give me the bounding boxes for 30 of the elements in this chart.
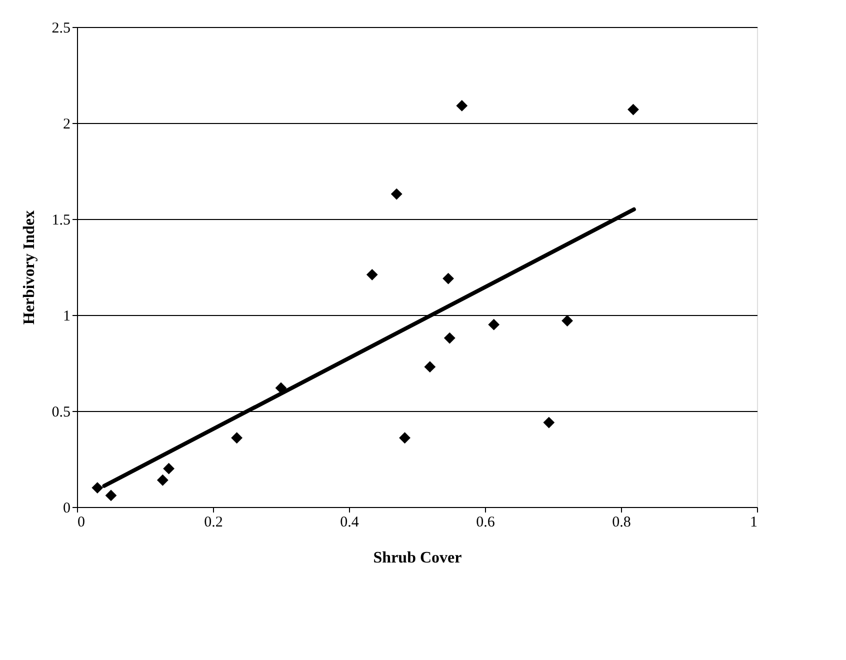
- y-axis-title: Herbivory Index: [20, 210, 38, 325]
- x-tick-label: 0: [78, 514, 85, 530]
- point: [628, 104, 639, 116]
- y-tick-label: 2.5: [52, 20, 70, 36]
- x-tick-label: 0.2: [204, 514, 223, 530]
- x-tick-label: 0.8: [612, 514, 631, 530]
- point: [92, 482, 104, 494]
- point: [488, 318, 500, 330]
- point: [399, 432, 410, 444]
- y-tick-label: 1: [63, 308, 70, 324]
- point: [156, 474, 168, 486]
- point: [444, 332, 456, 344]
- point: [105, 490, 117, 502]
- point: [366, 268, 378, 280]
- point: [424, 361, 436, 373]
- y-tick-label: 0: [63, 500, 70, 516]
- point: [163, 462, 174, 474]
- point: [456, 100, 468, 112]
- x-tick-label: 1: [750, 514, 758, 530]
- point: [543, 416, 555, 428]
- point: [231, 432, 242, 444]
- y-tick-label: 2: [63, 116, 70, 132]
- y-tick-label: 1.5: [52, 212, 70, 228]
- y-tick-label: 0.5: [52, 404, 70, 420]
- x-axis-title: Shrub Cover: [373, 550, 462, 566]
- x-tick-label: 0.6: [476, 514, 496, 530]
- point: [562, 315, 573, 326]
- x-tick-label: 0.4: [340, 514, 360, 530]
- point: [390, 188, 402, 200]
- point: [442, 272, 454, 284]
